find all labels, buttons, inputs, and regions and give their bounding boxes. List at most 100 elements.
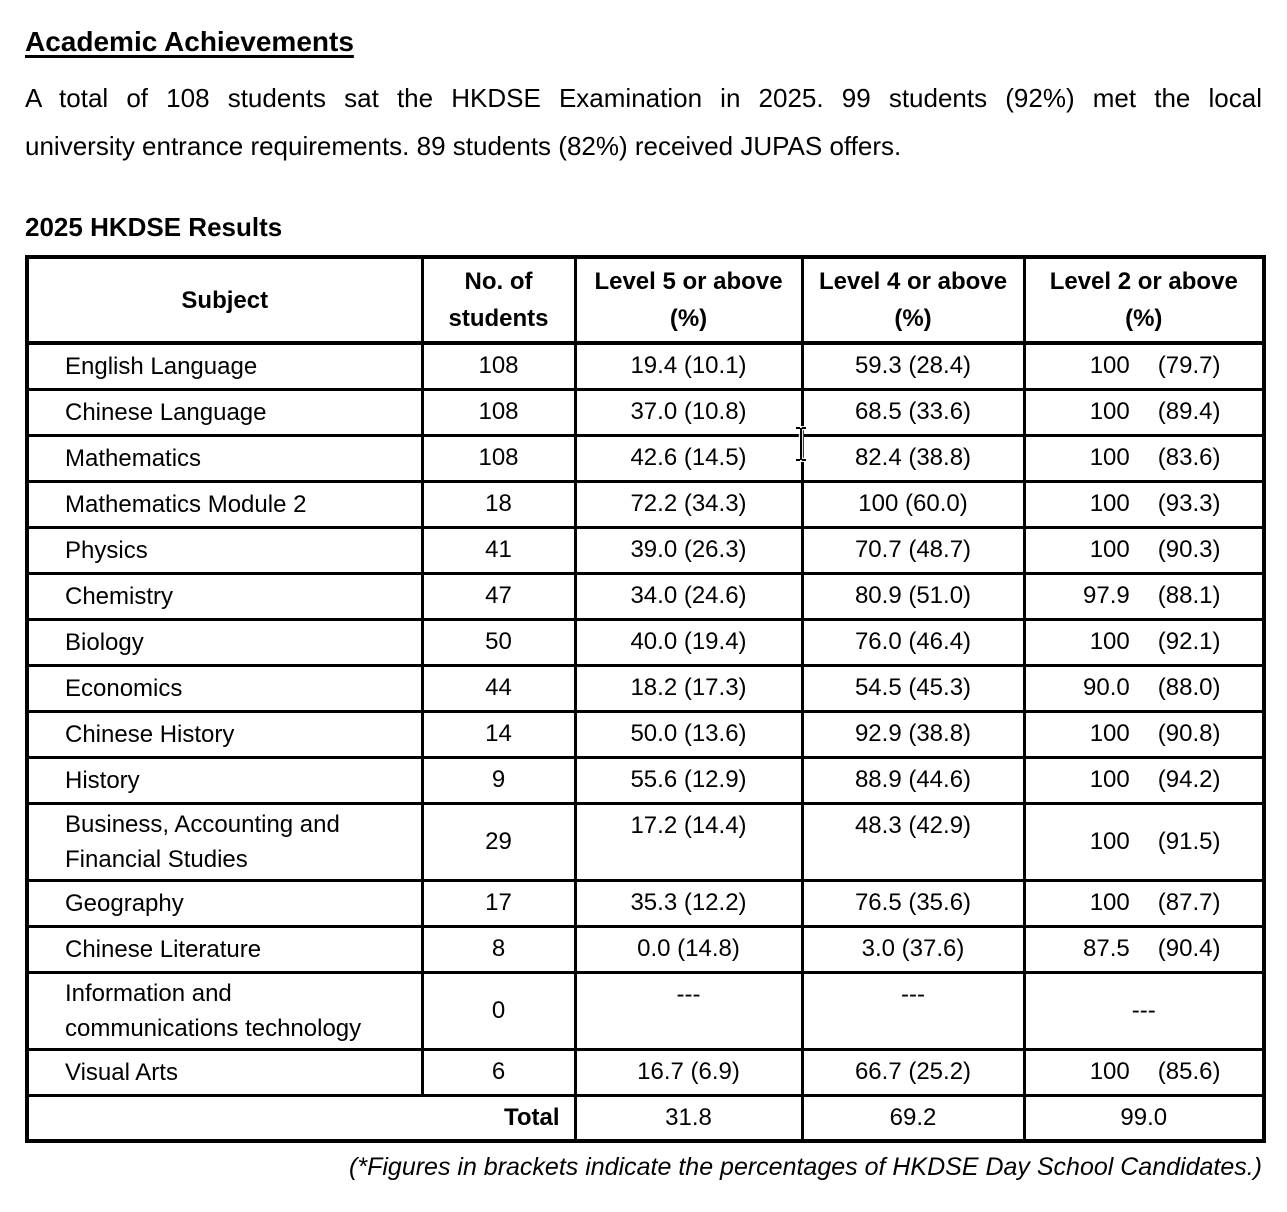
level5-cell: 0.0 (14.8) bbox=[573, 924, 804, 974]
students-cell: 17 bbox=[420, 878, 577, 928]
level2-value: 97.9 bbox=[1083, 582, 1130, 609]
level5-cell: 34.0 (24.6) bbox=[573, 571, 804, 621]
table-row: English Language 108 19.4 (10.1) 59.3 (2… bbox=[25, 341, 1266, 391]
students-cell: 29 bbox=[420, 801, 577, 882]
level5-cell: 18.2 (17.3) bbox=[573, 663, 804, 713]
table-row: Chemistry 47 34.0 (24.6) 80.9 (51.0) 97.… bbox=[25, 571, 1266, 621]
level2-cell: 100 (87.7) bbox=[1022, 878, 1266, 928]
level2-value: 100 bbox=[1089, 352, 1130, 380]
level2-bracket: (92.1) bbox=[1157, 628, 1221, 655]
students-cell: 18 bbox=[420, 479, 577, 529]
level2-cell: 97.9 (88.1) bbox=[1022, 571, 1266, 621]
level4-cell: 54.5 (45.3) bbox=[800, 663, 1026, 713]
students-cell: 108 bbox=[420, 341, 577, 391]
level2-bracket: (85.6) bbox=[1157, 1058, 1221, 1085]
intro-paragraph-line-2: university entrance requirements. 89 stu… bbox=[25, 131, 902, 161]
subject-cell: English Language bbox=[25, 341, 424, 391]
subject-cell: Mathematics bbox=[25, 433, 424, 483]
level5-cell: 42.6 (14.5) bbox=[573, 433, 804, 483]
level2-cell: 100 (79.7) bbox=[1022, 341, 1266, 391]
intro-paragraph: A total of 108 students sat the HKDSE Ex… bbox=[25, 74, 1262, 170]
table-row: Chinese History 14 50.0 (13.6) 92.9 (38.… bbox=[25, 709, 1266, 759]
table-row: Physics 41 39.0 (26.3) 70.7 (48.7) 100 (9… bbox=[25, 525, 1266, 575]
table-row: Mathematics 108 42.6 (14.5) 82.4 (38.8) … bbox=[25, 433, 1266, 483]
level5-cell: 50.0 (13.6) bbox=[573, 709, 804, 759]
level2-cell: 100 (83.6) bbox=[1022, 433, 1266, 483]
subject-cell: Geography bbox=[25, 878, 424, 928]
level2-value: 100 bbox=[1089, 444, 1130, 471]
level4-cell: 76.0 (46.4) bbox=[800, 617, 1026, 667]
level2-value: 100 bbox=[1089, 536, 1130, 563]
level4-cell: 48.3 (42.9) bbox=[800, 801, 1026, 882]
students-cell: 41 bbox=[420, 525, 577, 575]
level2-bracket: (87.7) bbox=[1157, 889, 1221, 916]
students-cell: 8 bbox=[420, 924, 577, 974]
level5-cell: 39.0 (26.3) bbox=[573, 525, 804, 575]
students-cell: 14 bbox=[420, 709, 577, 759]
level2-cell: 87.5 (90.4) bbox=[1022, 924, 1266, 974]
students-cell: 108 bbox=[420, 433, 577, 483]
subject-cell: History bbox=[25, 755, 424, 805]
level2-cell: 100 (93.3) bbox=[1022, 479, 1266, 529]
level4-cell: 100 (60.0) bbox=[800, 479, 1026, 529]
level4-cell: 80.9 (51.0) bbox=[800, 571, 1026, 621]
table-row: History 9 55.6 (12.9) 88.9 (44.6) 100 (94… bbox=[25, 755, 1266, 805]
students-cell: 6 bbox=[420, 1047, 577, 1097]
level4-cell: 68.5 (33.6) bbox=[800, 387, 1026, 437]
level2-value: 100 bbox=[1089, 628, 1130, 655]
level2-cell: 100 (94.2) bbox=[1022, 755, 1266, 805]
level5-cell: 72.2 (34.3) bbox=[573, 479, 804, 529]
level2-value: 100 bbox=[1089, 490, 1130, 517]
subject-cell: Chinese Language bbox=[25, 387, 424, 437]
level4-cell: 92.9 (38.8) bbox=[800, 709, 1026, 759]
intro-paragraph-line-1: A total of 108 students sat the HKDSE Ex… bbox=[25, 83, 1262, 113]
subject-cell: Business, Accounting and Financial Studi… bbox=[25, 801, 424, 882]
level2-bracket: (88.1) bbox=[1157, 582, 1221, 609]
level2-value: 100 bbox=[1089, 889, 1130, 916]
total-label: Total bbox=[25, 1093, 577, 1143]
level2-value: 100 bbox=[1089, 766, 1130, 793]
subject-cell: Chinese Literature bbox=[25, 924, 424, 974]
level4-cell: 70.7 (48.7) bbox=[800, 525, 1026, 575]
level2-value: 100 bbox=[1089, 720, 1130, 747]
level2-value: 90.0 bbox=[1083, 674, 1130, 701]
level4-cell: 3.0 (37.6) bbox=[800, 924, 1026, 974]
total-level4: 69.2 bbox=[800, 1093, 1026, 1143]
level2-bracket: (88.0) bbox=[1157, 674, 1221, 701]
subject-cell: Information and communications technolog… bbox=[25, 970, 424, 1051]
level2-cell: 100 (90.3) bbox=[1022, 525, 1266, 575]
level5-cell: 17.2 (14.4) bbox=[573, 801, 804, 882]
table-row: Economics 44 18.2 (17.3) 54.5 (45.3) 90.… bbox=[25, 663, 1266, 713]
level2-value: 87.5 bbox=[1083, 935, 1130, 962]
level5-cell: 35.3 (12.2) bbox=[573, 878, 804, 928]
level2-bracket: (90.8) bbox=[1157, 720, 1221, 747]
level2-bracket: (90.4) bbox=[1157, 935, 1221, 962]
subject-cell: Mathematics Module 2 bbox=[25, 479, 424, 529]
table-row: Geography 17 35.3 (12.2) 76.5 (35.6) 100… bbox=[25, 878, 1266, 928]
level2-bracket: (91.5) bbox=[1157, 827, 1221, 855]
total-level2: 99.0 bbox=[1022, 1093, 1266, 1143]
total-row: Total 31.8 69.2 99.0 bbox=[25, 1093, 1266, 1143]
level2-bracket: (79.7) bbox=[1157, 352, 1221, 380]
subject-cell: Visual Arts bbox=[25, 1047, 424, 1097]
level4-cell: --- bbox=[800, 970, 1026, 1051]
level4-cell: 59.3 (28.4) bbox=[800, 341, 1026, 391]
column-header-level2: Level 2 or above (%) bbox=[1022, 255, 1266, 345]
level5-cell: 40.0 (19.4) bbox=[573, 617, 804, 667]
table-row: Information and communications technolog… bbox=[25, 970, 1266, 1051]
level2-bracket: (93.3) bbox=[1157, 490, 1221, 517]
level2-value: 100 bbox=[1089, 827, 1130, 855]
page-title: Academic Achievements bbox=[25, 26, 354, 57]
level4-cell: 82.4 (38.8) bbox=[800, 433, 1026, 483]
level2-cell: 90.0 (88.0) bbox=[1022, 663, 1266, 713]
subject-cell: Economics bbox=[25, 663, 424, 713]
students-cell: 44 bbox=[420, 663, 577, 713]
level4-cell: 76.5 (35.6) bbox=[800, 878, 1026, 928]
level2-cell: --- bbox=[1022, 970, 1266, 1051]
level2-bracket: (94.2) bbox=[1157, 766, 1221, 793]
level5-cell: --- bbox=[573, 970, 804, 1051]
subject-cell: Biology bbox=[25, 617, 424, 667]
table-row: Visual Arts 6 16.7 (6.9) 66.7 (25.2) 100… bbox=[25, 1047, 1266, 1097]
level4-cell: 88.9 (44.6) bbox=[800, 755, 1026, 805]
